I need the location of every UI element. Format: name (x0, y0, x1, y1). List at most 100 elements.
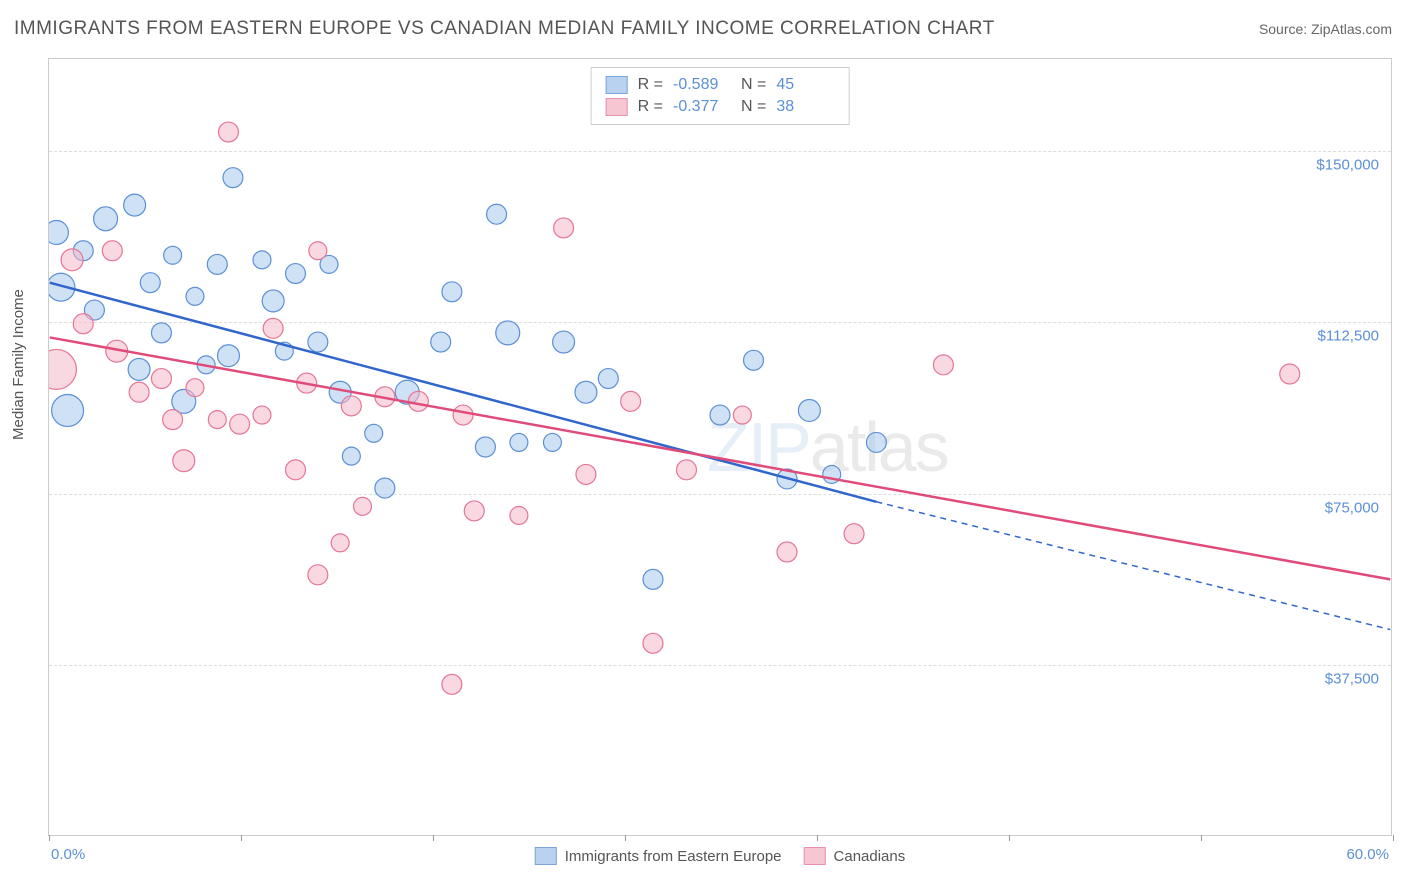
scatter-point (933, 355, 953, 375)
trend-line (50, 283, 877, 502)
legend-r-value: -0.377 (673, 98, 731, 116)
scatter-point (744, 350, 764, 370)
scatter-point (217, 345, 239, 367)
x-axis-max-label: 60.0% (1346, 846, 1389, 863)
scatter-point (309, 242, 327, 260)
x-tick (1009, 835, 1010, 841)
scatter-point (408, 391, 428, 411)
scatter-point (151, 369, 171, 389)
series-legend-label: Canadians (834, 848, 906, 865)
chart-header: IMMIGRANTS FROM EASTERN EUROPE VS CANADI… (14, 18, 1392, 40)
scatter-point (94, 207, 118, 231)
scatter-point (186, 287, 204, 305)
scatter-point (621, 391, 641, 411)
scatter-point (52, 395, 84, 427)
scatter-point (431, 332, 451, 352)
scatter-point (453, 405, 473, 425)
legend-swatch (606, 76, 628, 94)
x-tick (49, 835, 50, 841)
scatter-point (61, 249, 83, 271)
x-tick (1201, 835, 1202, 841)
scatter-point (866, 432, 886, 452)
scatter-point (576, 464, 596, 484)
scatter-point (733, 406, 751, 424)
scatter-point (543, 433, 561, 451)
scatter-point (263, 318, 283, 338)
scatter-point (677, 460, 697, 480)
scatter-point (575, 381, 597, 403)
scatter-point (442, 674, 462, 694)
scatter-point (151, 323, 171, 343)
scatter-point (354, 497, 372, 515)
scatter-point (164, 246, 182, 264)
scatter-point (286, 460, 306, 480)
legend-n-label: N = (741, 76, 766, 94)
scatter-point (510, 433, 528, 451)
scatter-point (777, 542, 797, 562)
trend-line (50, 337, 1391, 579)
y-axis-label: Median Family Income (10, 289, 27, 440)
scatter-point (124, 194, 146, 216)
series-legend-label: Immigrants from Eastern Europe (565, 848, 782, 865)
scatter-point (331, 534, 349, 552)
scatter-point (1280, 364, 1300, 384)
scatter-point (308, 565, 328, 585)
scatter-point (140, 273, 160, 293)
scatter-point (643, 633, 663, 653)
scatter-point (218, 122, 238, 142)
scatter-point (496, 321, 520, 345)
chart-plot-area: ZIPatlas $37,500$75,000$112,500$150,000 … (48, 58, 1392, 836)
scatter-point (49, 220, 68, 244)
legend-swatch (535, 847, 557, 865)
scatter-point (342, 447, 360, 465)
scatter-point (186, 379, 204, 397)
scatter-point (207, 254, 227, 274)
scatter-point (128, 358, 150, 380)
x-tick (1393, 835, 1394, 841)
scatter-point (554, 218, 574, 238)
chart-source: Source: ZipAtlas.com (1259, 21, 1392, 37)
scatter-point (73, 314, 93, 334)
scatter-point (844, 524, 864, 544)
legend-r-label: R = (638, 98, 663, 116)
scatter-point (173, 450, 195, 472)
scatter-point (510, 506, 528, 524)
correlation-legend: R = -0.589 N = 45 R = -0.377 N = 38 (591, 67, 850, 125)
series-legend-item: Immigrants from Eastern Europe (535, 847, 782, 865)
legend-r-label: R = (638, 76, 663, 94)
scatter-point (553, 331, 575, 353)
legend-row: R = -0.377 N = 38 (606, 96, 835, 118)
scatter-point (308, 332, 328, 352)
scatter-svg (49, 59, 1391, 835)
legend-row: R = -0.589 N = 45 (606, 74, 835, 96)
scatter-point (710, 405, 730, 425)
source-value: ZipAtlas.com (1311, 21, 1392, 37)
scatter-point (262, 290, 284, 312)
scatter-point (464, 501, 484, 521)
series-legend: Immigrants from Eastern Europe Canadians (535, 847, 905, 865)
x-axis-min-label: 0.0% (51, 846, 85, 863)
scatter-point (487, 204, 507, 224)
legend-n-label: N = (741, 98, 766, 116)
legend-n-value: 38 (776, 98, 834, 116)
scatter-point (163, 410, 183, 430)
scatter-point (341, 396, 361, 416)
chart-title: IMMIGRANTS FROM EASTERN EUROPE VS CANADI… (14, 18, 995, 40)
x-tick (241, 835, 242, 841)
legend-swatch (606, 98, 628, 116)
scatter-point (208, 411, 226, 429)
scatter-point (253, 251, 271, 269)
scatter-point (253, 406, 271, 424)
series-legend-item: Canadians (804, 847, 906, 865)
scatter-point (442, 282, 462, 302)
scatter-point (643, 569, 663, 589)
scatter-point (49, 349, 76, 389)
scatter-point (286, 264, 306, 284)
scatter-point (223, 168, 243, 188)
scatter-point (475, 437, 495, 457)
source-label: Source: (1259, 21, 1311, 37)
scatter-point (598, 369, 618, 389)
scatter-point (375, 478, 395, 498)
x-tick (433, 835, 434, 841)
scatter-point (230, 414, 250, 434)
